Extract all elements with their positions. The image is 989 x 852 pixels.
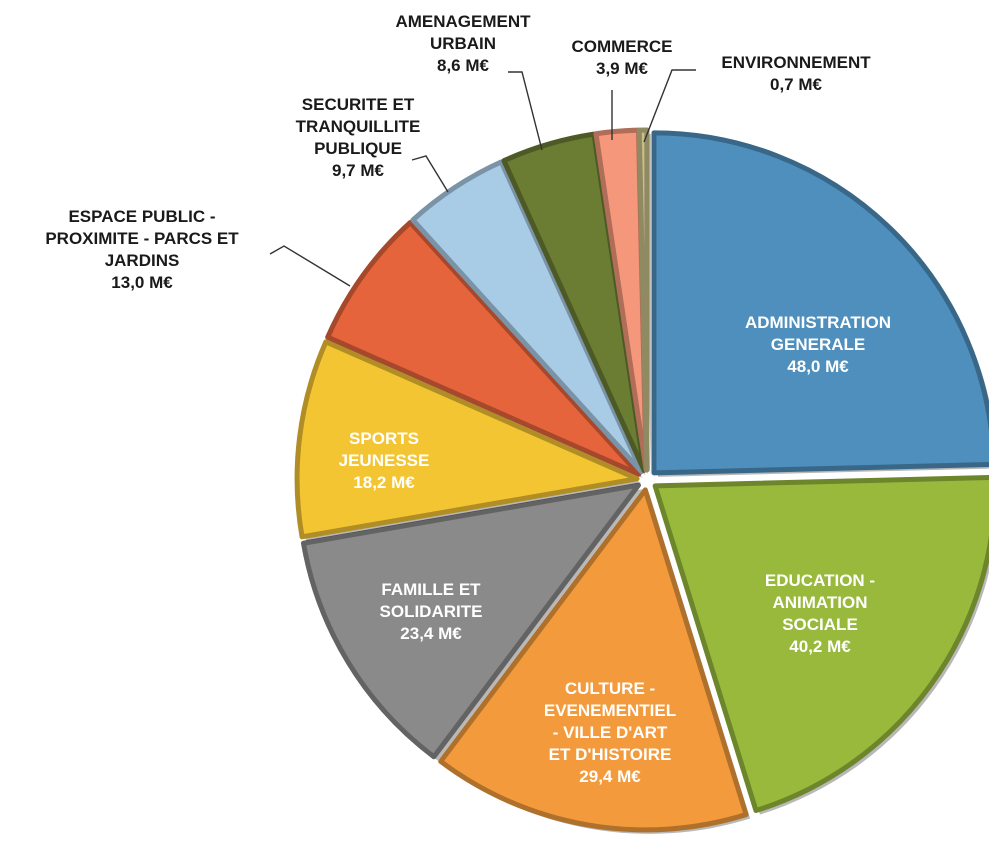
slice-name-line: ESPACE PUBLIC - [68, 207, 215, 226]
slice-name-line: - VILLE D'ART [553, 723, 668, 742]
slice-name-line: ANIMATION [772, 593, 867, 612]
leader-line-environnement [643, 69, 696, 143]
slice-label-amenagement-urbain: AMENAGEMENT URBAIN 8,6 M€ [395, 12, 531, 75]
slice-value-label: 18,2 M€ [353, 473, 415, 492]
slice-name-line: EDUCATION - [765, 571, 875, 590]
slice-name-line: COMMERCE [571, 37, 672, 56]
pie-slice-securite-et-tranquillite-publique [410, 159, 645, 475]
slice-name-line: TRANQUILLITE [296, 117, 421, 136]
slice-name-line: SPORTS [349, 429, 419, 448]
slice-label-famille-et-solidarite: FAMILLE ET SOLIDARITE 23,4 M€ [380, 580, 483, 643]
slice-label-education-animation-sociale: EDUCATION - ANIMATION SOCIALE 40,2 M€ [765, 571, 875, 656]
leader-lines [269, 69, 696, 287]
slice-name-line: ENVIRONNEMENT [721, 53, 871, 72]
leader-line-amenagement-urbain [508, 71, 543, 151]
slice-labels: ADMINISTRATION GENERALE 48,0 M€ EDUCATION -… [45, 12, 891, 786]
slice-label-environnement: ENVIRONNEMENT 0,7 M€ [721, 53, 871, 94]
pie-slice-famille-et-solidarite [300, 482, 641, 760]
slice-name-line: ADMINISTRATION [745, 313, 891, 332]
slice-name-line: SECURITE ET [302, 95, 415, 114]
slice-name-line: FAMILLE ET [381, 580, 481, 599]
slice-value-label: 8,6 M€ [437, 56, 490, 75]
slice-label-espace-public-proximite-parcs-et-jardins: ESPACE PUBLIC - PROXIMITE - PARCS ET JARDI… [45, 207, 239, 292]
slice-name-line: ET D'HISTOIRE [549, 745, 672, 764]
slice-label-commerce: COMMERCE 3,9 M€ [571, 37, 672, 78]
slice-name-line: PROXIMITE - PARCS ET [45, 229, 239, 248]
slice-value-label: 9,7 M€ [332, 161, 385, 180]
slice-label-sports-jeunesse: SPORTS JEUNESSE 18,2 M€ [339, 429, 430, 492]
slice-name-line: JARDINS [105, 251, 180, 270]
slice-name-line: CULTURE - [565, 679, 655, 698]
pie-slice-espace-public-proximite-parcs-et-jardins [325, 220, 642, 477]
slice-value-label: 40,2 M€ [789, 637, 851, 656]
slice-name-line: GENERALE [771, 335, 865, 354]
pie-slice-environnement [636, 127, 650, 473]
leader-line-securite-et-tranquillite-publique [411, 155, 449, 193]
slice-name-line: URBAIN [430, 34, 496, 53]
slice-name-line: JEUNESSE [339, 451, 430, 470]
pie-slice-education-animation-sociale [652, 474, 989, 814]
pie-slice-culture-evenementiel-ville-d-art-et-d-histoire [438, 487, 749, 833]
slice-value-label: 48,0 M€ [787, 357, 849, 376]
slice-label-culture-evenementiel-ville-d-art-et-d-histoire: CULTURE - EVENEMENTIEL - VILLE D'ART ET D'H… [544, 679, 676, 786]
slice-value-label: 0,7 M€ [770, 75, 823, 94]
slice-label-securite-et-tranquillite-publique: SECURITE ET TRANQUILLITE PUBLIQUE 9,7 M€ [296, 95, 421, 180]
pie-slices [294, 127, 989, 834]
pie-slice-sports-jeunesse [294, 339, 640, 540]
slice-name-line: PUBLIQUE [314, 139, 402, 158]
slice-value-label: 29,4 M€ [579, 767, 641, 786]
pie-slice-administration-generale [651, 130, 989, 476]
slice-label-administration-generale: ADMINISTRATION GENERALE 48,0 M€ [745, 313, 891, 376]
slice-name-line: SOLIDARITE [380, 602, 483, 621]
slice-value-label: 3,9 M€ [596, 59, 649, 78]
slice-value-label: 13,0 M€ [111, 273, 173, 292]
slice-value-label: 23,4 M€ [400, 624, 462, 643]
slice-name-line: SOCIALE [782, 615, 858, 634]
slice-name-line: AMENAGEMENT [395, 12, 531, 31]
slice-name-line: EVENEMENTIEL [544, 701, 676, 720]
leader-line-espace-public-proximite-parcs-et-jardins [269, 245, 351, 287]
